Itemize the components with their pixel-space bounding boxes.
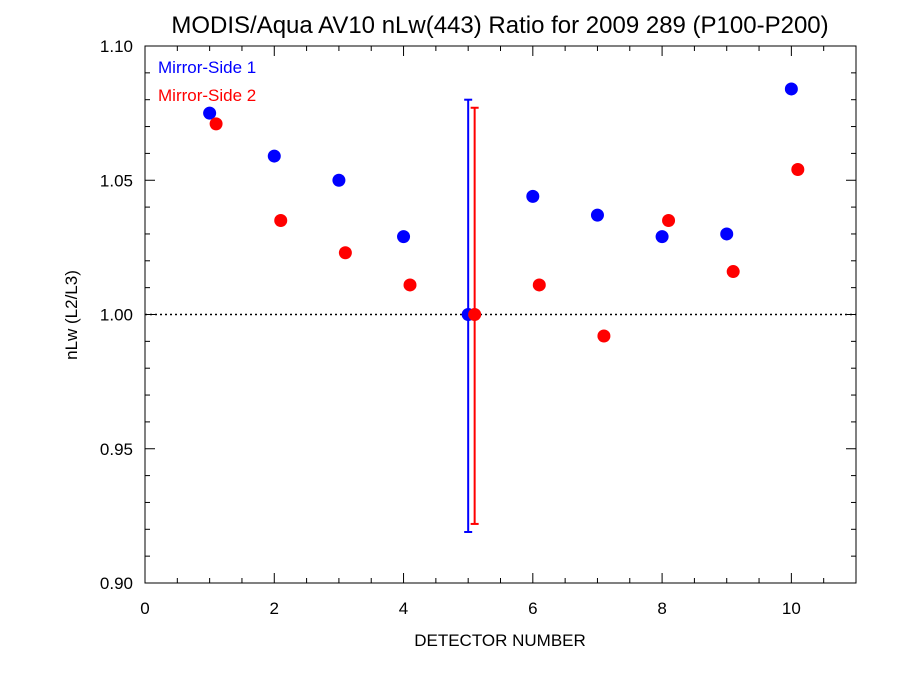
y-tick-label: 1.10 <box>100 37 133 56</box>
legend: Mirror-Side 1 Mirror-Side 2 <box>158 58 256 105</box>
data-point <box>726 265 740 279</box>
y-tick-label: 0.95 <box>100 440 133 459</box>
data-point <box>784 82 798 96</box>
x-tick-label: 8 <box>657 599 666 618</box>
x-tick-label: 0 <box>140 599 149 618</box>
data-point <box>590 208 604 222</box>
data-point <box>267 149 281 163</box>
data-points <box>203 82 805 343</box>
y-tick-label: 1.00 <box>100 306 133 325</box>
chart-title: MODIS/Aqua AV10 nLw(443) Ratio for 2009 … <box>171 12 828 39</box>
legend-entry: Mirror-Side 2 <box>158 86 256 105</box>
data-point <box>274 214 288 228</box>
x-tick-label: 10 <box>782 599 801 618</box>
data-point <box>720 227 734 241</box>
data-point <box>468 308 482 321</box>
data-point <box>403 278 417 292</box>
data-point <box>332 173 346 187</box>
data-point <box>209 117 223 131</box>
x-tick-label: 6 <box>528 599 537 618</box>
tick-labels: 0 2 4 6 8 10 0.90 0.95 1.00 1.05 1.10 <box>100 37 801 618</box>
legend-entry: Mirror-Side 1 <box>158 58 256 77</box>
data-point <box>397 230 411 244</box>
data-point <box>338 246 352 260</box>
data-point <box>532 278 546 292</box>
x-tick-label: 2 <box>270 599 279 618</box>
x-tick-label: 4 <box>399 599 408 618</box>
y-tick-label: 1.05 <box>100 171 133 190</box>
y-axis-label: nLw (L2/L3) <box>62 270 81 360</box>
data-point <box>526 189 540 203</box>
y-tick-label: 0.90 <box>100 574 133 593</box>
data-point <box>791 163 805 177</box>
x-axis-label: DETECTOR NUMBER <box>414 631 586 650</box>
data-point <box>203 106 217 120</box>
axis-ticks <box>144 45 857 584</box>
data-point <box>655 230 669 244</box>
data-point <box>662 214 676 228</box>
data-point <box>597 329 611 343</box>
